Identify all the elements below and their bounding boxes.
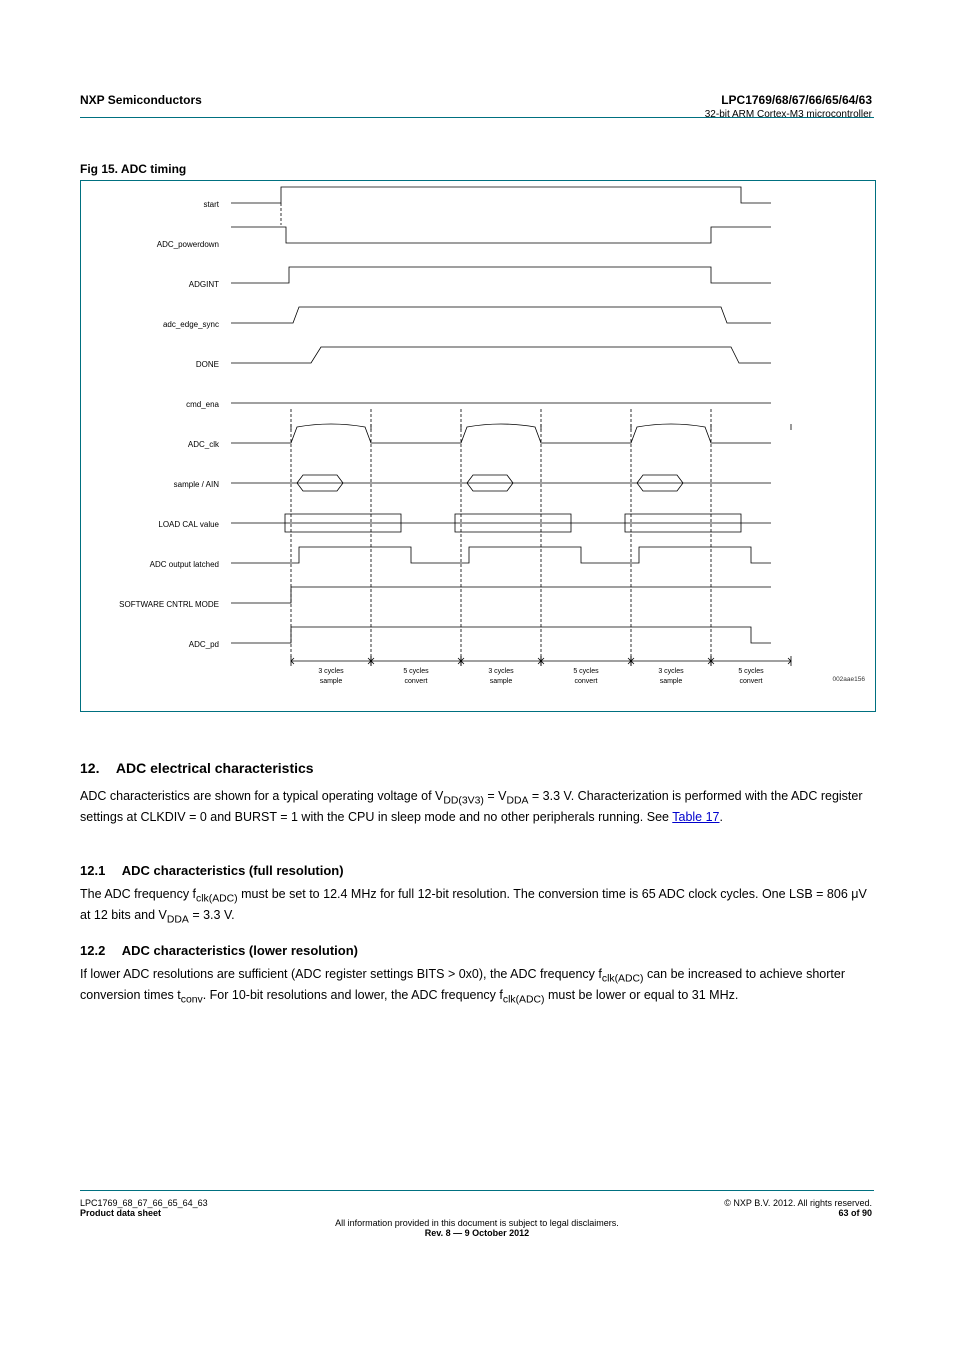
section-12-2-heading: 12.2 ADC characteristics (lower resoluti… <box>80 942 358 960</box>
svg-text:sample / AIN: sample / AIN <box>174 480 220 489</box>
svg-text:ADC output latched: ADC output latched <box>150 560 219 569</box>
timing-diagram: start ADC_powerdown ADGINT adc_edge_sync DON… <box>81 181 875 711</box>
table-17-link[interactable]: Table 17 <box>672 810 719 824</box>
svg-text:convert: convert <box>405 678 428 685</box>
footer-copy: © NXP B.V. 2012. All rights reserved. 63… <box>724 1198 872 1218</box>
section-12-heading: 12. ADC electrical characteristics <box>80 760 314 778</box>
section-12-1-heading: 12.1 ADC characteristics (full resolutio… <box>80 862 344 880</box>
section-12-num: 12. <box>80 760 99 776</box>
figure-code: 002aae156 <box>832 676 865 683</box>
svg-text:start: start <box>203 200 219 209</box>
svg-text:adc_edge_sync: adc_edge_sync <box>163 320 219 329</box>
svg-text:5 cycles: 5 cycles <box>738 668 764 675</box>
section-12-text: ADC characteristics are shown for a typi… <box>80 789 863 824</box>
svg-text:ADC_clk: ADC_clk <box>188 440 220 449</box>
section-12-1-body: The ADC frequency fclk(ADC) must be set … <box>80 886 874 927</box>
svg-text:LOAD CAL value: LOAD CAL value <box>158 520 219 529</box>
section-12-2-title: ADC characteristics (lower resolution) <box>122 943 358 958</box>
svg-text:DONE: DONE <box>196 360 219 369</box>
figure-title: Fig 15. ADC timing <box>80 162 186 176</box>
svg-text:ADC_pd: ADC_pd <box>189 640 219 649</box>
svg-text:5 cycles: 5 cycles <box>573 668 599 675</box>
section-12-2-body: If lower ADC resolutions are sufficient … <box>80 966 874 1007</box>
svg-text:3 cycles: 3 cycles <box>488 668 514 675</box>
svg-text:sample: sample <box>490 678 513 685</box>
header-rule <box>80 117 874 118</box>
svg-text:SOFTWARE CNTRL MODE: SOFTWARE CNTRL MODE <box>119 600 219 609</box>
section-12-1-title: ADC characteristics (full resolution) <box>122 863 344 878</box>
section-12-2-text: If lower ADC resolutions are sufficient … <box>80 967 845 1002</box>
svg-text:3 cycles: 3 cycles <box>658 668 684 675</box>
footer-info: All information provided in this documen… <box>0 1218 954 1238</box>
svg-text:5 cycles: 5 cycles <box>403 668 429 675</box>
svg-text:convert: convert <box>740 678 763 685</box>
svg-text:ADC_powerdown: ADC_powerdown <box>157 240 219 249</box>
svg-text:ADGINT: ADGINT <box>189 280 219 289</box>
section-12-body: ADC characteristics are shown for a typi… <box>80 788 874 825</box>
section-12-1-text: The ADC frequency fclk(ADC) must be set … <box>80 887 867 922</box>
svg-text:3 cycles: 3 cycles <box>318 668 344 675</box>
svg-text:sample: sample <box>320 678 343 685</box>
header-product: LPC1769/68/67/66/65/64/63 32-bit ARM Cor… <box>705 93 872 120</box>
footer-doc: LPC1769_68_67_66_65_64_63 Product data s… <box>80 1198 208 1218</box>
svg-text:convert: convert <box>575 678 598 685</box>
header-subtitle: 32-bit ARM Cortex-M3 microcontroller <box>705 109 872 120</box>
svg-text:sample: sample <box>660 678 683 685</box>
footer-rule <box>80 1190 874 1191</box>
section-12-2-num: 12.2 <box>80 943 105 958</box>
section-12-title: ADC electrical characteristics <box>116 760 314 776</box>
header-vendor: NXP Semiconductors <box>80 93 202 107</box>
header-part: LPC1769/68/67/66/65/64/63 <box>705 93 872 107</box>
svg-text:cmd_ena: cmd_ena <box>186 400 219 409</box>
section-12-1-num: 12.1 <box>80 863 105 878</box>
figure-box: start ADC_powerdown ADGINT adc_edge_sync DON… <box>80 180 876 712</box>
